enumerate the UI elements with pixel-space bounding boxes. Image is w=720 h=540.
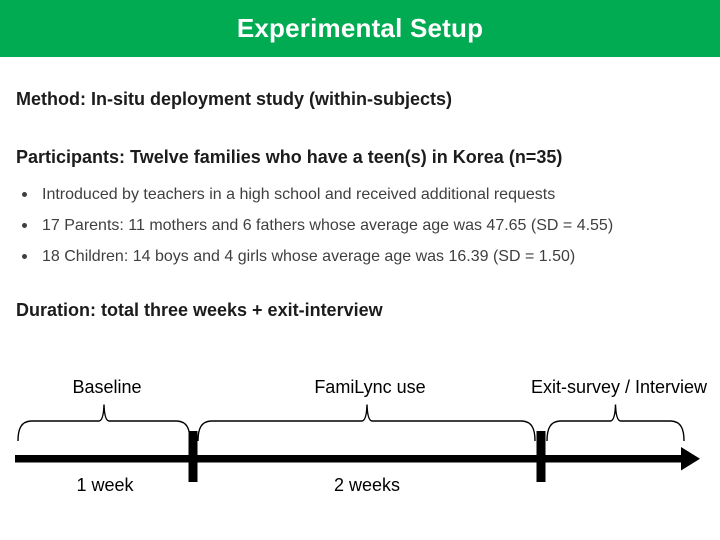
bullet-item: 17 Parents: 11 mothers and 6 fathers who… <box>14 210 613 241</box>
bullet-dot-icon <box>22 192 27 197</box>
baseline-brace <box>17 404 191 442</box>
bullet-item: 18 Children: 14 boys and 4 girls whose a… <box>14 241 613 272</box>
phase-label-familync-use: FamiLync use <box>314 377 426 397</box>
method-heading: Method: In-situ deployment study (within… <box>16 89 452 109</box>
bullet-list: Introduced by teachers in a high school … <box>14 179 613 272</box>
duration-label-1-week: 1 week <box>76 475 134 495</box>
arrow-head-icon <box>681 447 700 471</box>
phase-label-exit-survey: Exit-survey / Interview <box>530 377 708 397</box>
participants-heading: Participants: Twelve families who have a… <box>16 147 563 167</box>
timeline-axis <box>15 455 682 463</box>
familync-brace <box>197 404 536 442</box>
bullet-text: 17 Parents: 11 mothers and 6 fathers who… <box>42 217 614 234</box>
exit-brace <box>546 404 685 442</box>
tick-mark-week1 <box>188 431 198 482</box>
slide-title: Experimental Setup <box>236 13 484 43</box>
duration-label-2-weeks: 2 weeks <box>333 475 401 495</box>
bullet-dot-icon <box>22 254 27 259</box>
duration-heading: Duration: total three weeks + exit-inter… <box>16 300 383 320</box>
phase-label-baseline: Baseline <box>72 377 142 397</box>
bullet-item: Introduced by teachers in a high school … <box>14 179 613 210</box>
bullet-dot-icon <box>22 223 27 228</box>
slide-header: Experimental Setup <box>0 0 720 57</box>
tick-mark-week3 <box>536 431 546 482</box>
bullet-text: Introduced by teachers in a high school … <box>42 186 556 203</box>
bullet-text: 18 Children: 14 boys and 4 girls whose a… <box>42 248 576 265</box>
